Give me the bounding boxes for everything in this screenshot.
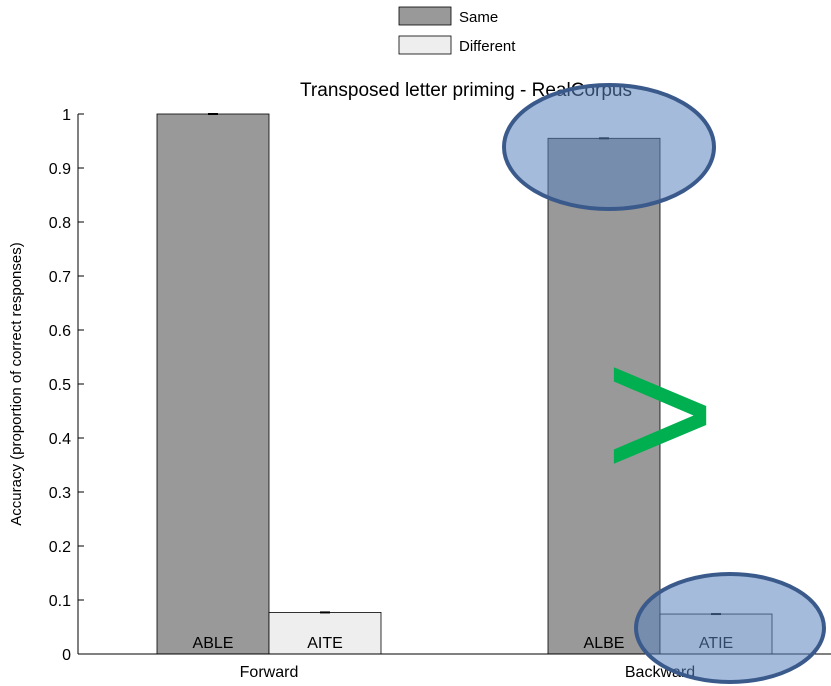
y-tick-label: 0.6 (49, 323, 71, 340)
y-tick-label: 0 (62, 647, 71, 664)
bar-same-backward (547, 137, 661, 655)
legend-swatch-different (398, 35, 452, 55)
bar-label: ALBE (584, 635, 625, 652)
y-axis-label: Accuracy (proportion of correct response… (8, 242, 25, 525)
x-axis-categories: Forward Backward (240, 664, 695, 681)
bar-label: AITE (307, 635, 343, 652)
greater-than-symbol: > (605, 307, 716, 519)
annotations: > (502, 83, 826, 684)
y-tick-label: 0.8 (49, 215, 71, 232)
y-tick-label: 0.3 (49, 485, 71, 502)
y-tick-label: 0.2 (49, 539, 71, 556)
y-tick-label: 0.1 (49, 593, 71, 610)
x-category-label: Forward (240, 664, 299, 681)
y-tick-label: 0.4 (49, 431, 71, 448)
y-tick-label: 0.9 (49, 161, 71, 178)
bar-label: ABLE (193, 635, 234, 652)
highlight-ellipse-top (502, 83, 716, 211)
legend-swatch-same (398, 6, 452, 26)
bar-different-forward (268, 612, 382, 655)
legend-label-same: Same (459, 9, 498, 26)
y-tick-label: 0.5 (49, 377, 71, 394)
y-axis-ticks: 0 0.1 0.2 0.3 0.4 0.5 0.6 0.7 0.8 0.9 1 (49, 107, 84, 664)
y-tick-label: 1 (62, 107, 71, 124)
y-tick-label: 0.7 (49, 269, 71, 286)
legend: Same Different (398, 6, 516, 55)
bars: ABLEAITEALBEATIE (156, 113, 773, 655)
highlight-ellipse-bottom (634, 572, 826, 684)
bar-same-forward (156, 113, 270, 655)
legend-label-different: Different (459, 38, 516, 55)
